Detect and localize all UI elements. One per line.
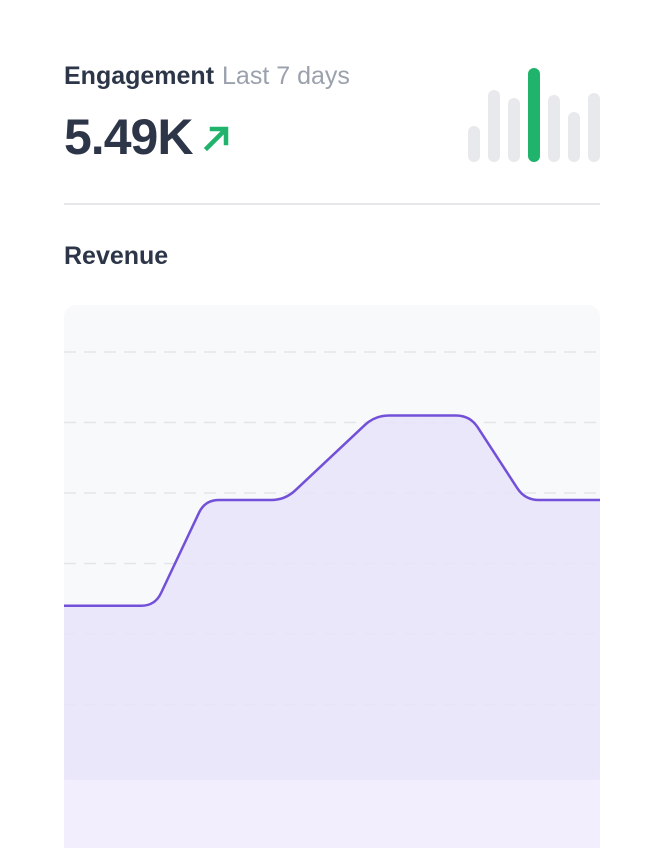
period-label: Last 7 days — [222, 62, 350, 90]
divider — [64, 203, 600, 205]
title-row: Engagement Last 7 days — [64, 62, 350, 91]
sparkline-bar — [488, 90, 500, 162]
sparkline-bar — [468, 126, 480, 162]
sparkline-bars — [468, 68, 600, 162]
card-title: Engagement — [64, 62, 215, 90]
area-fill-overflow — [64, 780, 600, 848]
sparkline-bar — [548, 95, 560, 162]
metric-value: 5.49K — [64, 109, 193, 165]
area-fill — [64, 415, 600, 848]
arrow-up-right-icon — [204, 126, 229, 152]
sparkline-bar — [568, 112, 580, 162]
sparkline-bar — [588, 93, 600, 162]
section-title: Revenue — [64, 242, 169, 270]
sparkline-bar — [508, 98, 520, 162]
value-row: 5.49K — [64, 108, 232, 166]
revenue-line — [64, 414, 600, 608]
sparkline-bar — [528, 68, 540, 162]
